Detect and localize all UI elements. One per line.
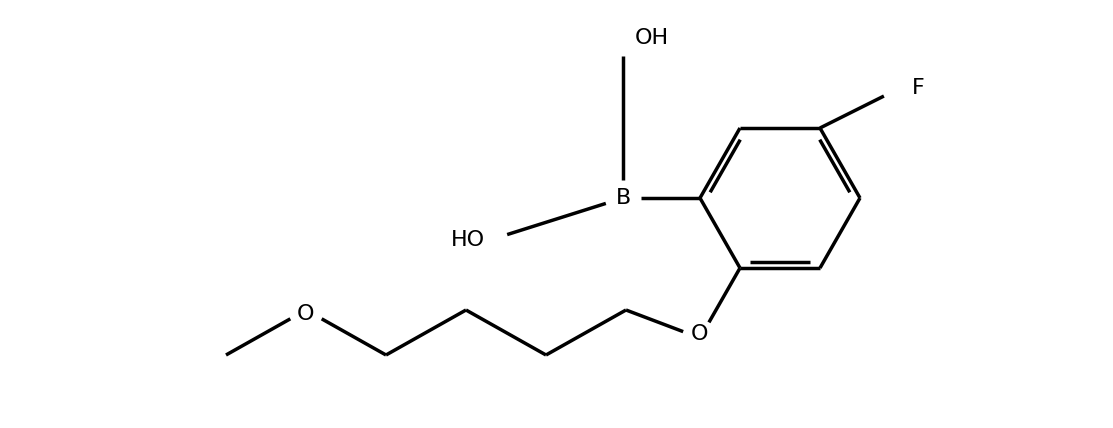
Text: F: F [912, 78, 925, 98]
Text: O: O [297, 304, 315, 324]
Text: B: B [615, 188, 631, 208]
Text: O: O [691, 324, 709, 344]
Text: HO: HO [451, 230, 485, 250]
Text: OH: OH [636, 28, 669, 48]
